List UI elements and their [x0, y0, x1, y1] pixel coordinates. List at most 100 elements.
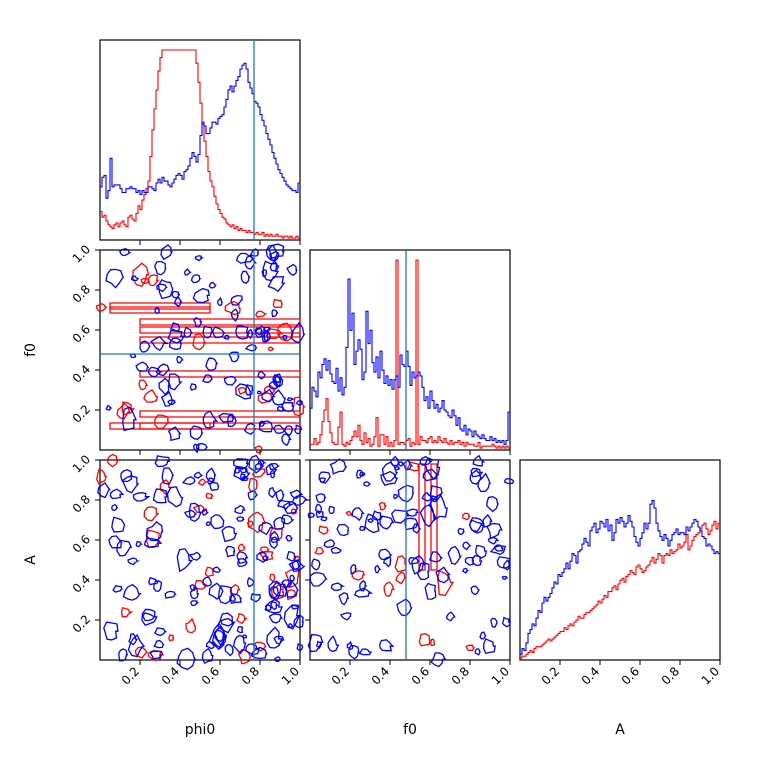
contour-A-f0-blue — [408, 557, 420, 565]
contour-A-phi0-blue — [214, 629, 225, 643]
contour-A-f0-blue — [479, 631, 487, 640]
contour-A-phi0-red — [248, 477, 259, 492]
contour-A-phi0-blue — [274, 656, 282, 662]
contour-f0-phi0-blue — [105, 268, 125, 289]
contour-A-phi0-blue — [248, 454, 264, 474]
contour-f0-phi0-blue — [173, 296, 183, 308]
contour-A-f0-blue — [462, 541, 472, 551]
contour-f0-phi0-red — [267, 346, 275, 352]
contour-f0-phi0-blue — [272, 375, 282, 384]
y-f0-tick-label: 0.2 — [70, 402, 93, 425]
y-A-tick-label: 0.2 — [70, 612, 93, 635]
contour-A-f0-blue — [469, 469, 482, 485]
contour-A-f0-red — [436, 570, 455, 597]
contour-A-phi0-blue — [111, 516, 126, 533]
contour-A-phi0-blue — [153, 627, 168, 637]
contour-A-f0-blue — [504, 478, 515, 485]
contour-A-f0-red — [418, 633, 431, 647]
panel-f0-hist — [309, 249, 511, 451]
contour-A-phi0-blue — [250, 646, 268, 660]
xlabel-phi0: phi0 — [185, 722, 216, 738]
contour-f0-phi0-red — [143, 389, 159, 403]
contour-A-phi0-blue — [268, 580, 282, 601]
contour-A-f0-red — [378, 502, 387, 511]
hist-A-red — [520, 520, 720, 659]
contour-f0-phi0-blue — [189, 383, 197, 391]
contour-A-phi0-blue — [193, 471, 203, 479]
contour-f0-phi0-blue — [282, 334, 288, 340]
contour-A-phi0-blue — [164, 590, 177, 599]
contour-f0-phi0-blue — [265, 244, 279, 262]
contour-A-f0-blue — [461, 567, 469, 574]
contour-f0-phi0-blue — [168, 373, 183, 391]
contour-A-phi0-red — [235, 613, 248, 625]
contour-f0-phi0-blue — [160, 244, 173, 261]
contour-A-f0-blue — [435, 566, 451, 584]
contour-A-f0-blue — [336, 523, 350, 537]
contour-A-phi0-blue — [268, 530, 280, 550]
contour-A-f0-blue — [417, 562, 430, 581]
contour-A-f0-blue — [390, 455, 400, 467]
contour-A-phi0-blue — [183, 509, 198, 518]
contour-A-phi0-blue — [254, 462, 265, 470]
contour-A-phi0-blue — [283, 500, 299, 515]
contour-A-phi0-red — [197, 478, 208, 486]
contour-A-f0-blue — [315, 510, 324, 519]
contour-A-phi0-blue — [153, 639, 165, 649]
contour-A-phi0-blue — [103, 621, 119, 641]
contour-A-f0-red — [430, 638, 436, 646]
contour-A-f0-blue — [472, 454, 486, 467]
contour-A-f0-blue — [447, 545, 462, 566]
contour-A-f0-blue — [359, 580, 368, 592]
contour-A-f0-red — [462, 512, 471, 521]
contour-f0-phi0-blue — [294, 424, 303, 435]
contour-A-f0-blue — [487, 536, 500, 545]
contour-f0-phi0-blue — [261, 331, 269, 343]
contour-f0-phi0-blue — [139, 340, 151, 353]
contour-A-phi0-blue — [273, 635, 285, 645]
contour-A-phi0-blue — [205, 521, 212, 527]
contour-A-phi0-blue — [288, 558, 306, 573]
contour-f0-phi0-blue — [105, 405, 113, 411]
contour-A-phi0-blue — [291, 604, 300, 610]
x-f0-tick-label: 0.6 — [409, 664, 432, 687]
x-phi0-tick-label: 0.2 — [119, 664, 142, 687]
contour-f0-phi0-blue — [195, 443, 208, 451]
contour-f0-phi0-blue — [258, 420, 274, 433]
contour-f0-phi0-blue — [171, 290, 181, 299]
contour-f0-phi0-blue — [261, 388, 276, 403]
contour-f0-phi0-blue — [135, 361, 150, 372]
contour-A-phi0-blue — [250, 592, 261, 603]
contour-A-phi0-blue — [201, 647, 214, 664]
contour-A-f0-blue — [421, 491, 433, 502]
contour-A-phi0-blue — [269, 469, 276, 479]
ylabel-f0: f0 — [23, 343, 39, 357]
contour-f0-phi0-blue — [155, 363, 171, 377]
contour-A-f0-blue — [307, 512, 316, 519]
x-A-tick-label: 0.2 — [539, 664, 562, 687]
x-f0-tick-label: 0.4 — [369, 664, 392, 687]
contour-f0-phi0-red — [139, 422, 301, 430]
contour-A-phi0-blue — [234, 504, 246, 515]
contour-A-f0-blue — [430, 652, 447, 668]
contour-A-phi0-blue — [210, 514, 225, 530]
contour-A-f0-blue — [327, 635, 340, 653]
contour-f0-phi0-blue — [156, 283, 168, 293]
contour-A-f0-blue — [393, 493, 399, 500]
contour-A-f0-blue — [501, 616, 512, 628]
contour-A-phi0-blue — [132, 492, 151, 502]
contour-f0-phi0-blue — [295, 399, 304, 407]
contour-A-phi0-blue — [266, 626, 283, 649]
contour-f0-phi0-red — [147, 274, 160, 287]
contour-A-phi0-blue — [247, 490, 259, 501]
contour-A-phi0-blue — [122, 583, 142, 601]
contour-f0-phi0-blue — [267, 276, 286, 293]
contour-f0-phi0-red — [277, 322, 294, 342]
contour-f0-phi0-red — [132, 262, 150, 288]
contour-A-f0-red — [383, 581, 395, 597]
contour-f0-phi0-blue — [160, 391, 174, 407]
contour-A-f0-blue — [307, 634, 324, 653]
contour-A-phi0-blue — [236, 516, 245, 522]
contour-A-phi0-blue — [181, 476, 196, 485]
contour-A-phi0-blue — [268, 486, 277, 499]
